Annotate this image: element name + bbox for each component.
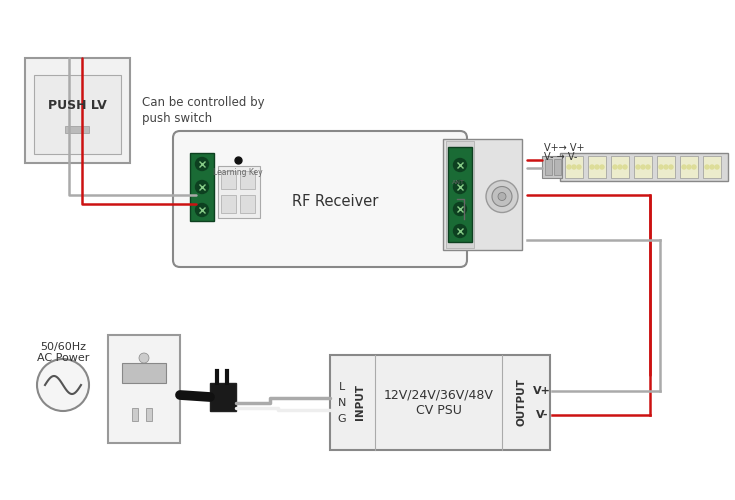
Bar [554,159,561,175]
Text: CV PSU: CV PSU [415,404,462,417]
Circle shape [692,165,696,169]
Text: V+→ V+: V+→ V+ [544,143,584,153]
Circle shape [687,165,691,169]
Text: Can be controlled by: Can be controlled by [142,96,265,109]
Text: INPUT: INPUT [355,384,365,420]
Circle shape [618,165,622,169]
Circle shape [659,165,663,169]
Circle shape [567,165,571,169]
Text: V-: V- [536,410,548,420]
Bar [190,153,214,221]
Circle shape [37,359,89,411]
Circle shape [453,158,467,172]
FancyBboxPatch shape [173,131,467,267]
Bar [657,156,675,178]
Bar [240,195,255,213]
Circle shape [590,165,594,169]
Circle shape [646,165,650,169]
Text: V- → V-: V- → V- [544,152,578,162]
Circle shape [453,202,467,215]
Text: PUSH LV: PUSH LV [48,99,107,112]
Bar [448,147,472,242]
Bar [634,156,652,178]
Circle shape [623,165,627,169]
Text: Learning Key: Learning Key [213,168,263,177]
Bar [443,139,522,250]
Circle shape [577,165,581,169]
Circle shape [453,224,467,237]
Text: ANT: ANT [451,180,465,185]
Text: AC Power: AC Power [37,353,89,363]
Bar [565,156,583,178]
Text: 12V/24V/36V/48V: 12V/24V/36V/48V [384,388,493,401]
Circle shape [710,165,714,169]
Text: RF Receiver: RF Receiver [292,194,379,208]
Circle shape [595,165,599,169]
Bar [146,408,152,421]
Text: V+: V+ [533,386,551,396]
Bar [218,166,260,218]
Circle shape [664,165,668,169]
FancyBboxPatch shape [25,58,130,163]
Bar [588,156,606,178]
Bar [122,363,166,383]
Circle shape [492,186,512,206]
Bar [221,195,236,213]
Circle shape [600,165,604,169]
Bar [210,383,236,411]
Circle shape [613,165,617,169]
Bar [611,156,629,178]
Bar [542,156,562,178]
Circle shape [196,180,209,194]
Text: N: N [338,398,346,407]
Circle shape [705,165,709,169]
Circle shape [715,165,719,169]
Circle shape [139,353,149,363]
Bar [680,156,698,178]
Bar [132,408,138,421]
Circle shape [453,180,467,194]
Circle shape [498,192,506,200]
Circle shape [196,204,209,216]
Bar [108,335,180,443]
Bar [221,171,236,189]
Circle shape [641,165,645,169]
Bar [65,126,90,132]
Circle shape [572,165,576,169]
Circle shape [196,158,209,170]
Text: 50/60Hz: 50/60Hz [40,342,86,352]
Circle shape [486,180,518,212]
Circle shape [636,165,640,169]
Text: G: G [337,414,346,424]
Bar [240,171,255,189]
Bar [560,153,728,181]
Bar [330,355,550,450]
Circle shape [669,165,673,169]
Bar [545,159,552,175]
Bar [703,156,721,178]
Text: OUTPUT: OUTPUT [517,378,527,426]
Text: push switch: push switch [142,112,212,125]
Circle shape [682,165,686,169]
Bar [34,75,121,154]
Bar [446,141,474,248]
Text: L: L [339,382,345,392]
